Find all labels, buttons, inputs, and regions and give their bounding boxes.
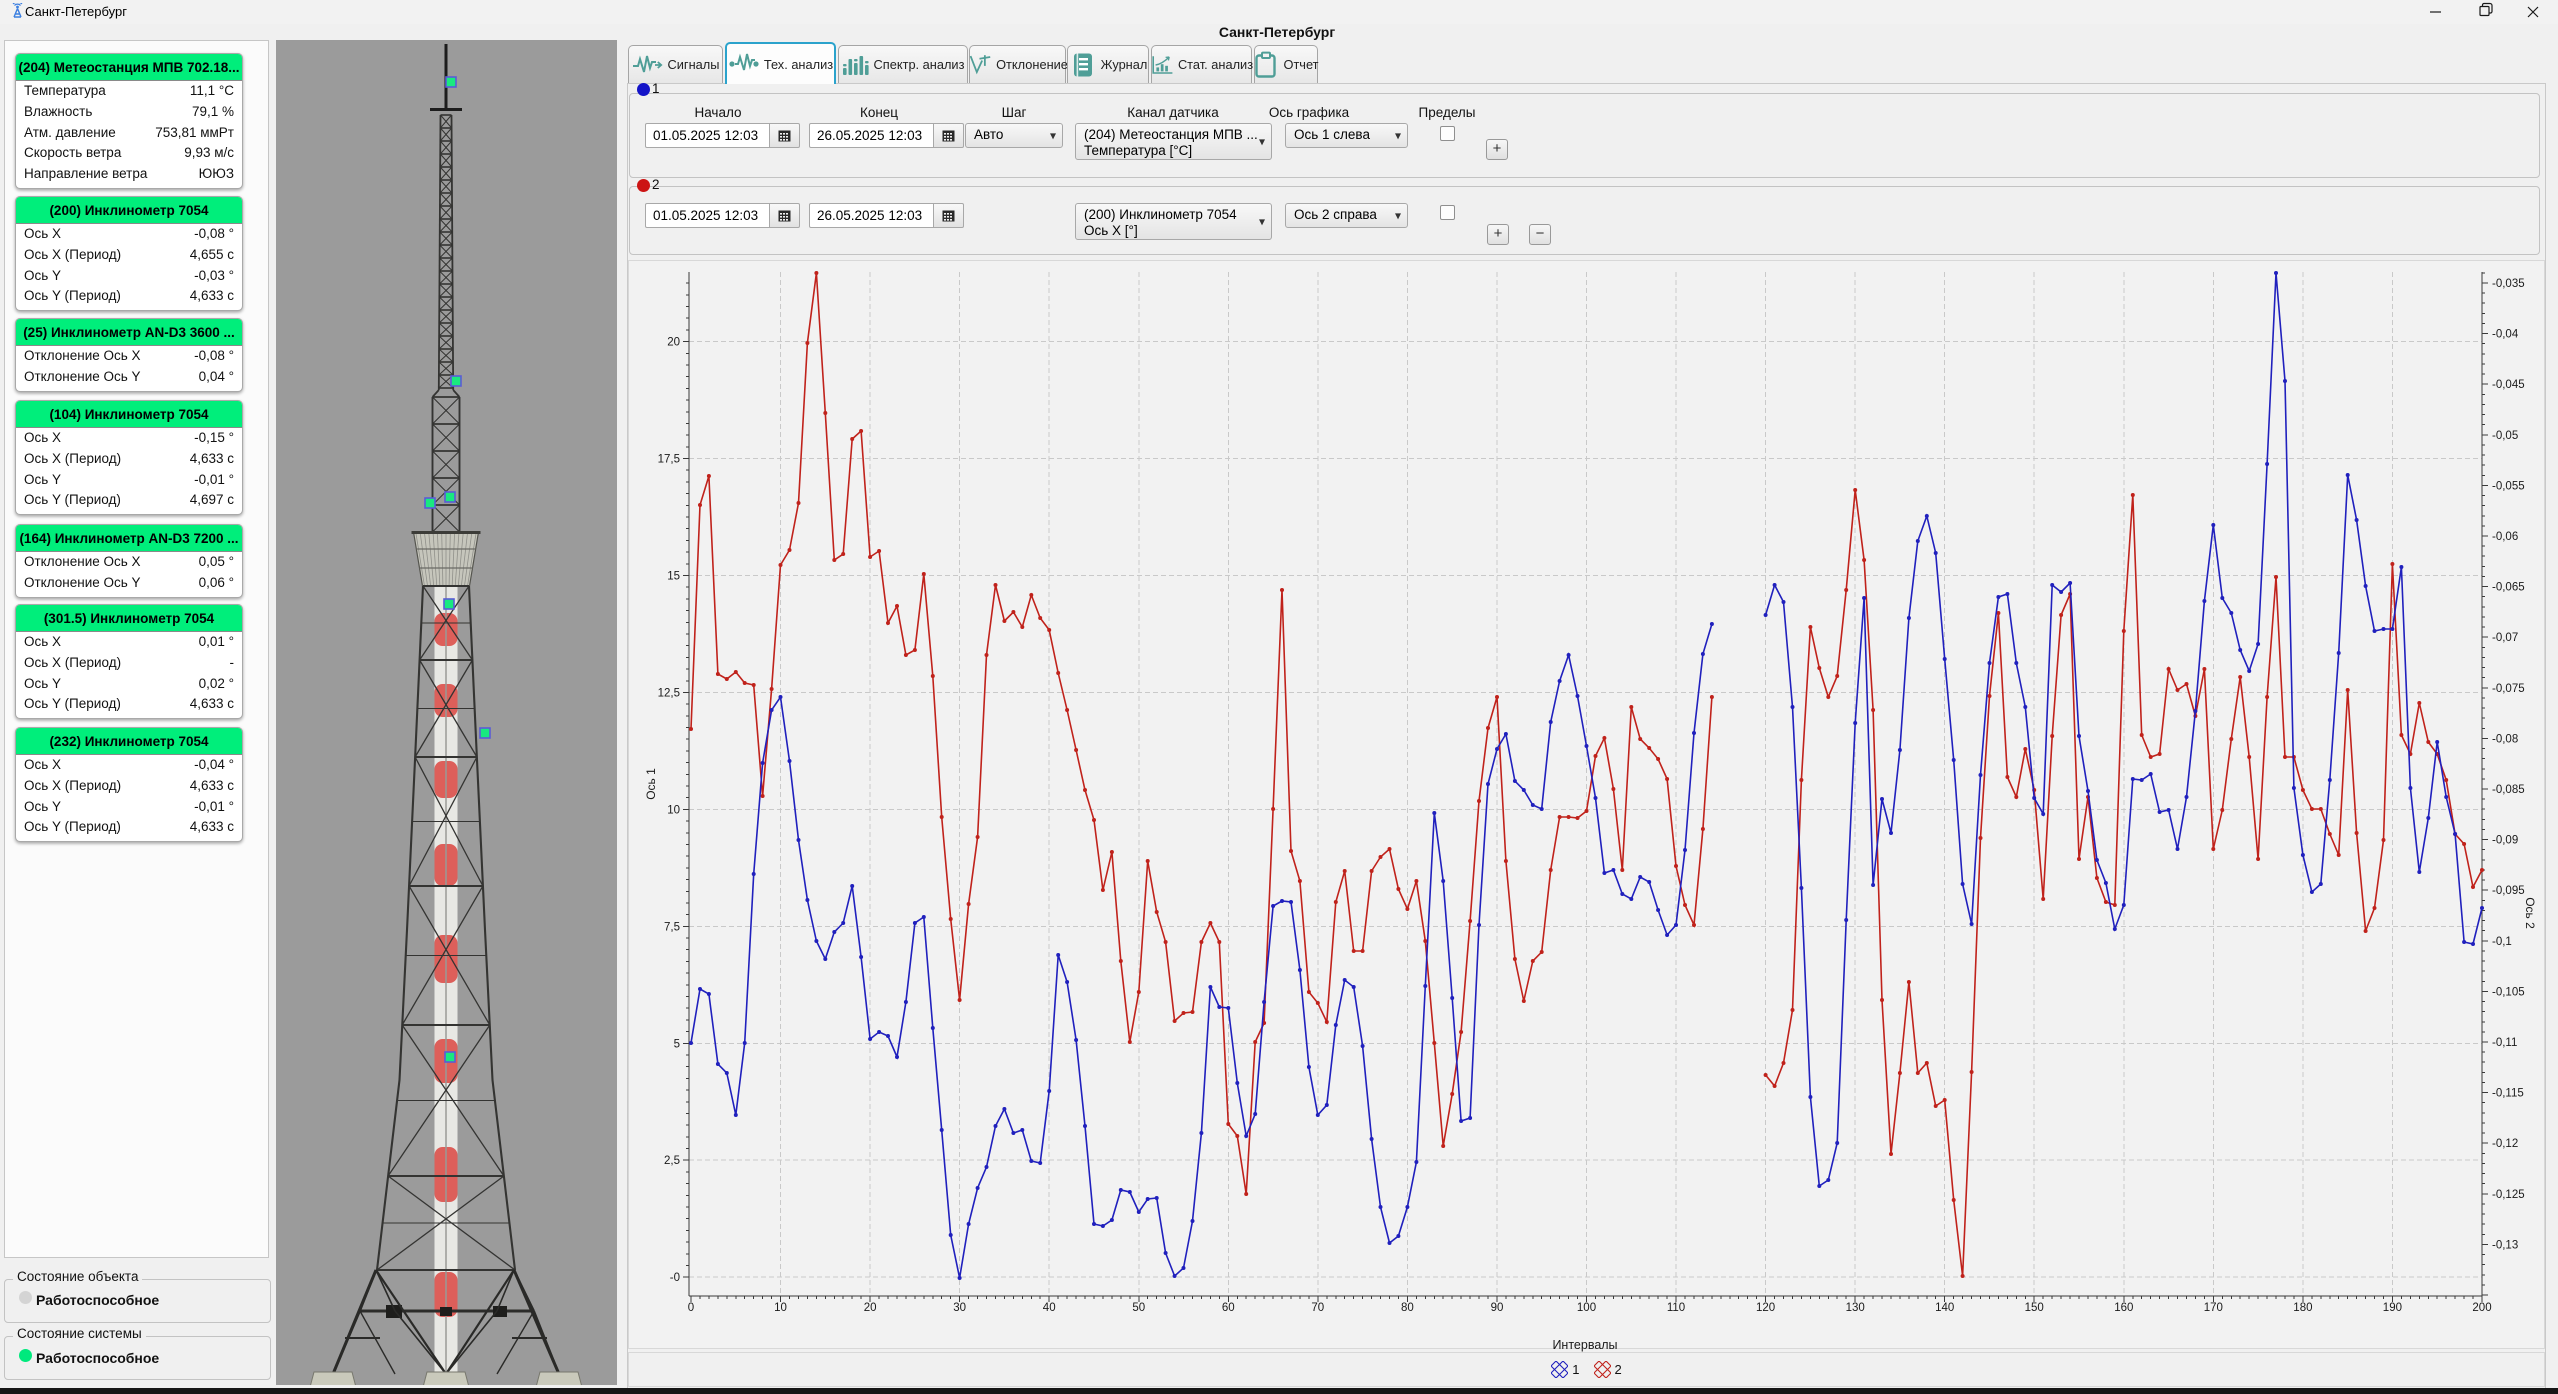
svg-text:30: 30 [953, 1302, 966, 1314]
svg-text:-0,105: -0,105 [2492, 986, 2525, 998]
svg-text:-0,045: -0,045 [2492, 379, 2525, 391]
svg-text:150: 150 [2025, 1302, 2044, 1314]
svg-text:2,5: 2,5 [664, 1155, 680, 1167]
svg-text:-0,11: -0,11 [2492, 1037, 2517, 1049]
svg-text:15: 15 [667, 571, 680, 583]
svg-text:20: 20 [864, 1302, 877, 1314]
svg-text:-0,13: -0,13 [2492, 1239, 2518, 1251]
svg-text:-0,08: -0,08 [2492, 733, 2518, 745]
svg-text:-0,04: -0,04 [2492, 329, 2519, 341]
svg-text:-0,125: -0,125 [2492, 1189, 2525, 1201]
svg-text:12,5: 12,5 [658, 688, 680, 700]
svg-text:140: 140 [1935, 1302, 1954, 1314]
svg-text:-0,1: -0,1 [2492, 936, 2512, 948]
svg-text:-0,075: -0,075 [2492, 683, 2525, 695]
svg-text:50: 50 [1132, 1302, 1145, 1314]
svg-text:10: 10 [667, 804, 680, 816]
svg-text:-0,115: -0,115 [2492, 1088, 2524, 1100]
svg-text:-0,09: -0,09 [2492, 835, 2518, 847]
svg-text:7,5: 7,5 [664, 921, 680, 933]
svg-text:80: 80 [1401, 1302, 1414, 1314]
svg-text:20: 20 [667, 337, 680, 349]
svg-text:200: 200 [2472, 1302, 2491, 1314]
svg-text:180: 180 [2293, 1302, 2312, 1314]
svg-text:120: 120 [1756, 1302, 1775, 1314]
svg-text:40: 40 [1043, 1302, 1056, 1314]
svg-text:0: 0 [688, 1302, 694, 1314]
svg-text:60: 60 [1222, 1302, 1235, 1314]
svg-text:5: 5 [674, 1038, 680, 1050]
svg-text:10: 10 [774, 1302, 787, 1314]
svg-text:-0,05: -0,05 [2492, 430, 2518, 442]
svg-text:-0: -0 [670, 1272, 680, 1284]
svg-text:Ось 2: Ось 2 [2523, 897, 2537, 929]
svg-text:-0,07: -0,07 [2492, 632, 2518, 644]
svg-text:90: 90 [1491, 1302, 1504, 1314]
svg-text:160: 160 [2114, 1302, 2133, 1314]
svg-text:-0,065: -0,065 [2492, 582, 2525, 594]
svg-text:170: 170 [2204, 1302, 2223, 1314]
svg-text:130: 130 [1846, 1302, 1865, 1314]
svg-text:-0,12: -0,12 [2492, 1138, 2518, 1150]
svg-text:-0,055: -0,055 [2492, 480, 2525, 492]
svg-text:100: 100 [1577, 1302, 1596, 1314]
svg-text:-0,035: -0,035 [2492, 278, 2525, 290]
svg-text:110: 110 [1667, 1302, 1685, 1314]
svg-text:70: 70 [1311, 1302, 1324, 1314]
svg-text:Ось 1: Ось 1 [644, 768, 658, 800]
svg-text:-0,06: -0,06 [2492, 531, 2518, 543]
svg-text:-0,095: -0,095 [2492, 885, 2525, 897]
svg-text:Интервалы: Интервалы [1552, 1338, 1617, 1352]
svg-text:17,5: 17,5 [658, 454, 680, 466]
svg-text:190: 190 [2383, 1302, 2402, 1314]
svg-text:-0,085: -0,085 [2492, 784, 2525, 796]
